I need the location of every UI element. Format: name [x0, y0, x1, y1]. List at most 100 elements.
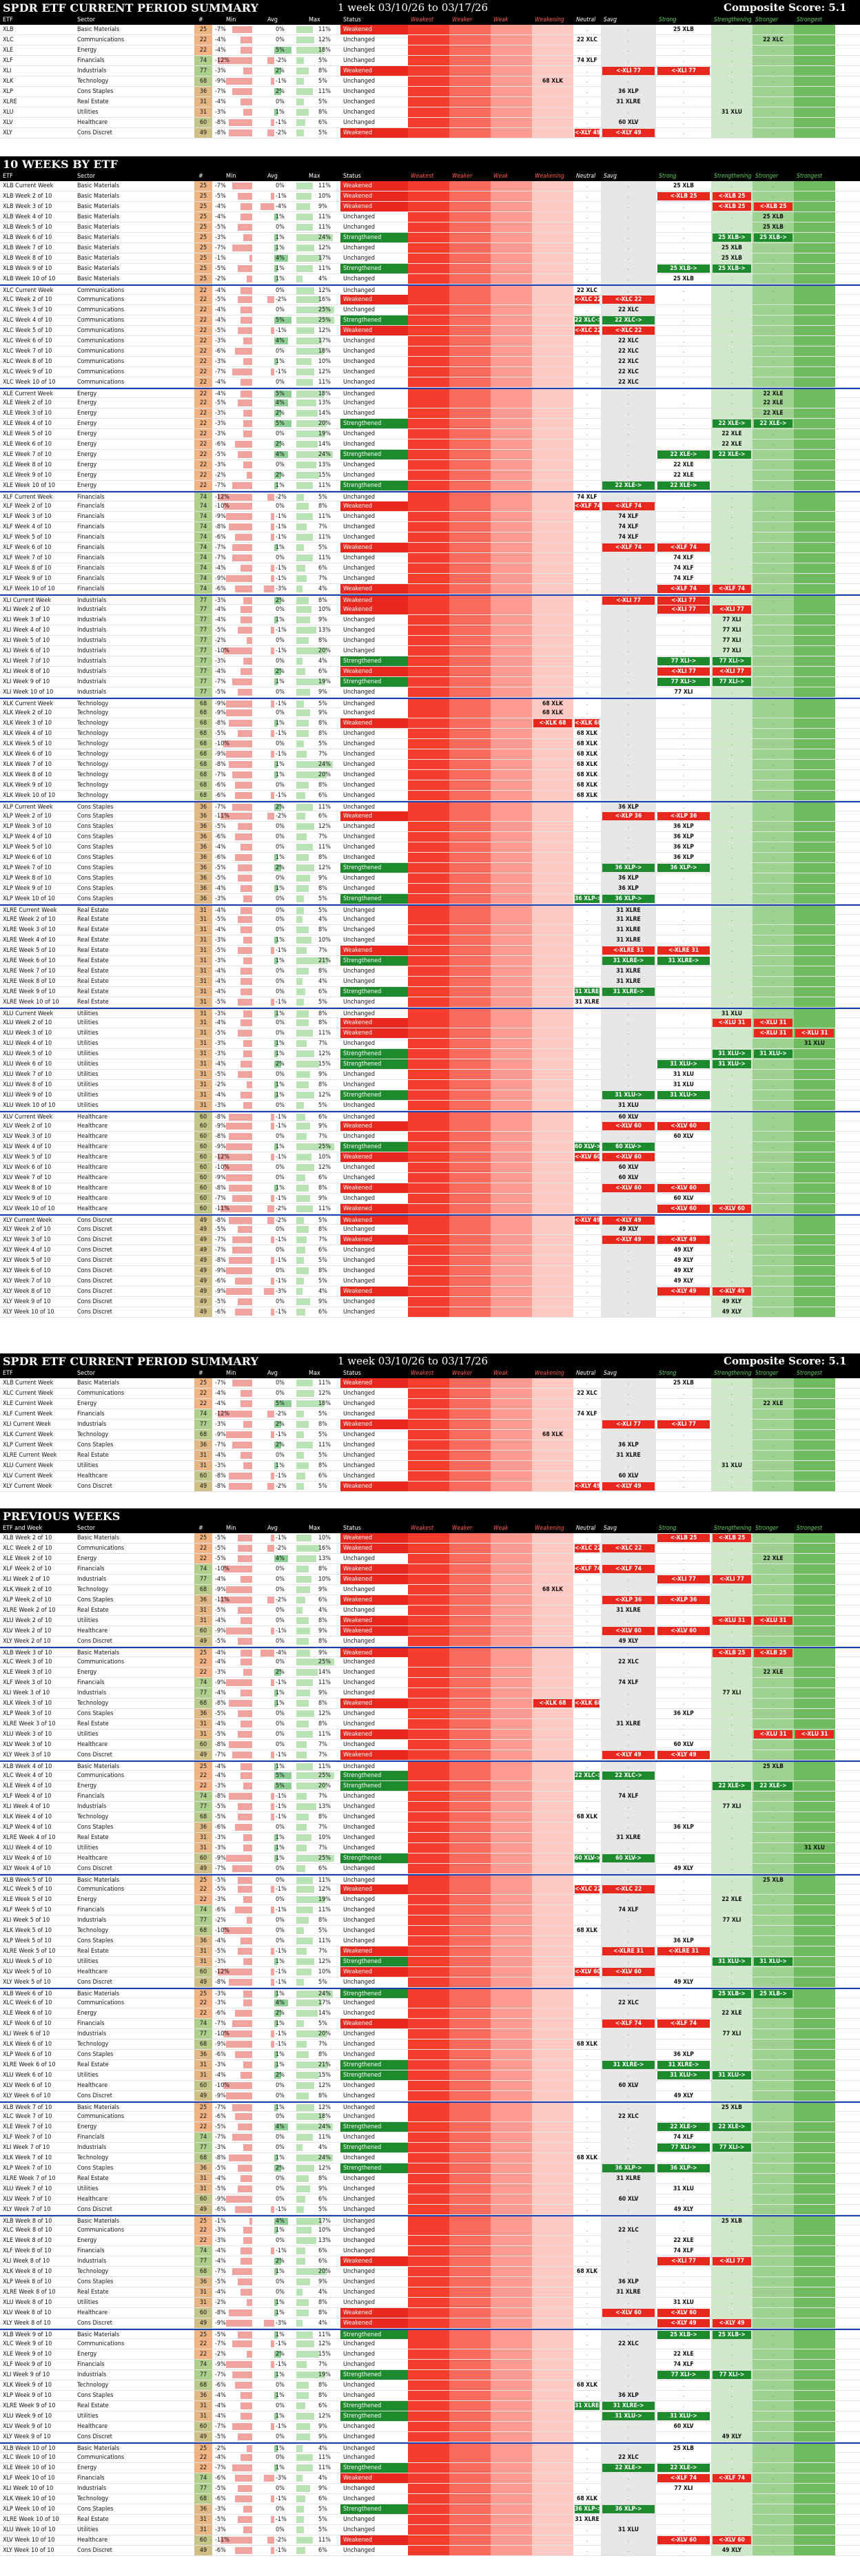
placeholder-dot: .	[586, 678, 588, 685]
max-value: 25%	[318, 307, 331, 313]
placeholder-dot: .	[627, 494, 630, 501]
category-cell	[449, 656, 491, 666]
score-value: 77	[199, 1803, 207, 1810]
placeholder-dot: .	[730, 792, 733, 799]
etf-marker: <-XLC 22	[602, 1544, 655, 1552]
placeholder-dot: .	[586, 1938, 588, 1944]
placeholder-dot: .	[627, 193, 630, 200]
sector-label: Real Estate	[77, 1452, 109, 1459]
placeholder-dot: .	[682, 337, 685, 344]
category-cell	[408, 1740, 449, 1749]
category-cell	[491, 1668, 532, 1677]
min-bar	[238, 193, 252, 200]
max-value: 24%	[318, 234, 331, 241]
category-cell	[408, 1121, 449, 1131]
category-cell	[752, 25, 794, 34]
min-bar	[238, 1948, 252, 1955]
etf-label: XLF Week 10 of 10	[3, 585, 55, 592]
avg-value: 0%	[276, 1731, 285, 1738]
placeholder-dot: .	[730, 287, 733, 294]
placeholder-dot: .	[730, 771, 733, 778]
score-cell	[194, 398, 212, 408]
category-cell	[491, 512, 532, 521]
category-cell	[491, 336, 532, 346]
category-cell	[449, 408, 491, 418]
placeholder-dot: .	[772, 823, 775, 830]
etf-marker: 22 XLE	[673, 461, 694, 468]
category-cell	[449, 357, 491, 366]
category-cell	[449, 286, 491, 295]
placeholder-dot: .	[586, 1793, 588, 1800]
etf-marker: 22 XLC	[618, 1999, 639, 2006]
category-cell	[449, 1564, 491, 1574]
avg-value: 0%	[276, 1566, 285, 1572]
category-cell	[491, 656, 532, 666]
category-cell	[532, 1946, 573, 1956]
category-cell	[532, 501, 573, 511]
placeholder-dot: .	[772, 751, 775, 758]
placeholder-dot: .	[682, 203, 685, 210]
placeholder-dot: .	[627, 720, 630, 727]
category-cell	[794, 832, 835, 842]
score-value: 60	[199, 1143, 207, 1150]
category-cell	[408, 1668, 449, 1677]
category-cell	[491, 357, 532, 366]
max-bar	[296, 1576, 311, 1583]
category-cell	[656, 181, 711, 191]
category-cell	[408, 522, 449, 532]
category-cell	[601, 532, 656, 542]
etf-marker: 31 XLU->	[602, 1091, 655, 1099]
etf-label: XLP Week 4 of 10	[3, 833, 52, 840]
category-cell	[752, 450, 794, 459]
category-cell	[408, 1059, 449, 1069]
category-cell	[711, 699, 752, 709]
category-header: Strengthening	[714, 1370, 752, 1377]
score-cell	[194, 512, 212, 521]
etf-label: XLK Week 7 of 10	[3, 761, 52, 768]
placeholder-dot: .	[772, 1896, 775, 1903]
category-header: Stronger	[755, 1525, 779, 1532]
category-cell	[408, 2029, 449, 2039]
score-cell	[194, 326, 212, 335]
score-value: 22	[199, 461, 207, 468]
etf-marker: 31 XLU	[721, 109, 742, 116]
category-cell	[449, 1451, 491, 1460]
avg-value: 1%	[276, 234, 285, 241]
etf-label: XLRE Week 5 of 10	[3, 947, 56, 954]
sector-label: Basic Materials	[77, 1991, 120, 1997]
placeholder-dot: .	[772, 307, 775, 313]
category-cell	[532, 1276, 573, 1286]
category-cell	[408, 389, 449, 399]
placeholder-dot: .	[772, 1948, 775, 1955]
min-bar	[243, 420, 252, 427]
table-row: XLB Week 10 of 10 Basic Materials 25 -2% 1% 4…	[0, 274, 860, 284]
placeholder-dot: .	[772, 937, 775, 944]
category-cell	[408, 1699, 449, 1708]
sector-label: Real Estate	[77, 968, 109, 975]
etf-marker: 68 XLK	[577, 1814, 597, 1820]
sector-label: Cons Discret	[77, 1483, 112, 1490]
avg-value: 2%	[276, 67, 285, 74]
max-bar	[296, 937, 311, 944]
max-bar	[296, 1257, 304, 1264]
placeholder-dot: .	[772, 1217, 775, 1224]
max-value: 16%	[318, 1545, 331, 1552]
category-cell	[656, 107, 711, 117]
placeholder-dot: .	[772, 616, 775, 623]
category-cell	[794, 956, 835, 966]
category-cell	[408, 202, 449, 211]
etf-marker: 74 XLF	[618, 1679, 639, 1686]
max-value: 12%	[318, 327, 331, 334]
placeholder-dot: .	[772, 1824, 775, 1831]
placeholder-dot: .	[772, 1390, 775, 1397]
score-cell	[194, 377, 212, 387]
placeholder-dot: .	[772, 1597, 775, 1603]
max-bar	[296, 1638, 309, 1645]
category-cell	[532, 1028, 573, 1038]
table-row: XLE Week 7 of 10 Energy 22 -5% 4% 24% Strength…	[0, 450, 860, 460]
category-cell	[794, 1668, 835, 1677]
placeholder-dot: .	[586, 482, 588, 489]
max-value: 6%	[318, 668, 327, 675]
max-value: 8%	[318, 67, 327, 74]
category-cell	[408, 708, 449, 718]
